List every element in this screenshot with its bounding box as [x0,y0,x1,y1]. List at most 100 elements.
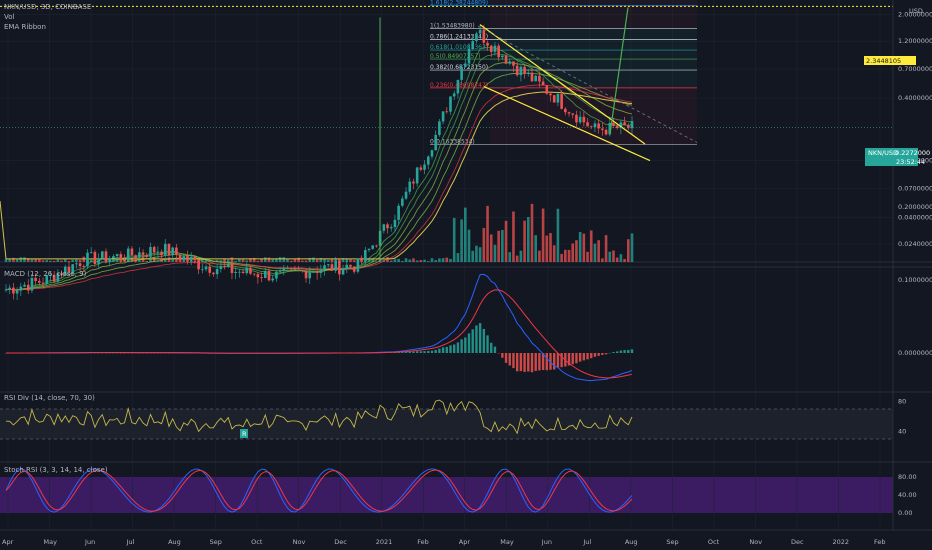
volume-bar [501,229,504,262]
projection-line [609,7,629,135]
candle-body [97,258,100,264]
rsi-label: RSI Div (14, close, 70, 30) [4,394,95,402]
candle-body [456,79,460,94]
macd-histogram-bar [582,353,586,361]
candle-body [167,243,171,256]
candle-body [245,267,249,274]
volume-bar [571,243,575,262]
volume-bar [215,259,219,262]
candle-body [12,287,15,294]
candle-body [415,167,419,184]
candle-body [19,286,23,291]
volume-bar [230,257,234,262]
candle-body [175,247,178,255]
volume-bar [556,208,560,262]
candle-body [223,265,226,267]
volume-bar [456,253,460,262]
macd-histogram-bar [423,351,426,353]
volume-bar [604,235,608,262]
volume-bar [297,257,300,262]
volume-bar [171,258,174,262]
x-tick-label: Feb [874,538,886,546]
volume-bar [226,259,230,262]
macd-histogram-bar [538,353,541,371]
volume-bar [597,240,600,262]
volume-bar [560,253,563,262]
volume-bar [438,258,441,262]
candle-body [86,252,89,267]
candle-body [126,248,130,261]
volume-bar [304,260,308,262]
candle-body [612,122,615,126]
volume-bar [163,258,167,262]
current-price-tag [865,148,918,166]
macd-histogram-bar [578,353,582,362]
volume-bar [567,249,571,262]
candle-body [626,125,630,129]
macd-tick-label: 0.0000000 [898,349,932,357]
x-tick-label: Nov [749,538,762,546]
stoch-d-line [5,469,633,512]
volume-bar [482,228,486,262]
candle-body [230,263,234,274]
macd-histogram-bar [567,353,571,366]
volume-bar [249,258,252,262]
candle-body [560,93,563,109]
candle-body [426,156,430,165]
volume-bar [593,243,597,262]
candle-body [501,55,504,58]
volume-bar [330,258,334,262]
macd-histogram-bar [453,344,456,353]
volume-bar [8,258,12,262]
macd-histogram-bar [438,348,441,353]
macd-histogram-bar [445,346,448,353]
x-tick-label: May [500,538,514,546]
macd-histogram-bar [534,353,537,371]
candle-body [212,272,215,275]
volume-bar [601,258,604,262]
macd-histogram-bar [523,353,526,372]
candle-body [75,263,78,265]
rsi-pane [0,399,893,440]
candle-body [208,266,212,273]
candle-body [119,254,123,260]
volume-bar [234,260,237,262]
vol-indicator-label: Vol [4,13,15,21]
candle-body [464,63,467,67]
current-price-text: 0.2272000 [895,149,930,157]
macd-histogram-bar [530,353,534,373]
trendline-upper [479,24,646,145]
stoch-band [0,477,893,513]
x-tick-label: 2022 [832,538,849,546]
macd-histogram-bar [519,353,523,372]
fib-label: 0.382(0.68723150) [430,64,488,71]
candle-body [297,269,300,271]
x-tick-label: Jun [84,538,95,546]
macd-histogram-bar [467,333,471,353]
candle-body [375,245,378,247]
volume-bar [452,217,456,262]
x-tick-label: Jun [541,538,552,546]
fib-label: 1(1.53483980) [430,22,475,29]
volume-bar [149,258,152,262]
candle-body [467,49,471,64]
macd-histogram-bar [601,353,604,355]
candle-body [312,271,315,273]
candle-body [267,270,271,281]
volume-bar [467,229,471,262]
candle-body [67,266,71,273]
candle-body [623,122,626,126]
trendline-lower [483,85,651,162]
candle-body [478,29,482,34]
x-tick-label: Oct [708,538,720,546]
macd-tick-label: 0.2000000 [898,203,932,211]
volume-bar [589,230,593,262]
x-tick-label: Sep [210,538,222,546]
volume-bar [38,259,41,262]
x-tick-label: Apr [459,538,471,546]
macd-histogram-bar [493,346,497,353]
candle-body [201,269,204,271]
volume-bar [460,219,463,262]
volume-bar [56,259,60,262]
